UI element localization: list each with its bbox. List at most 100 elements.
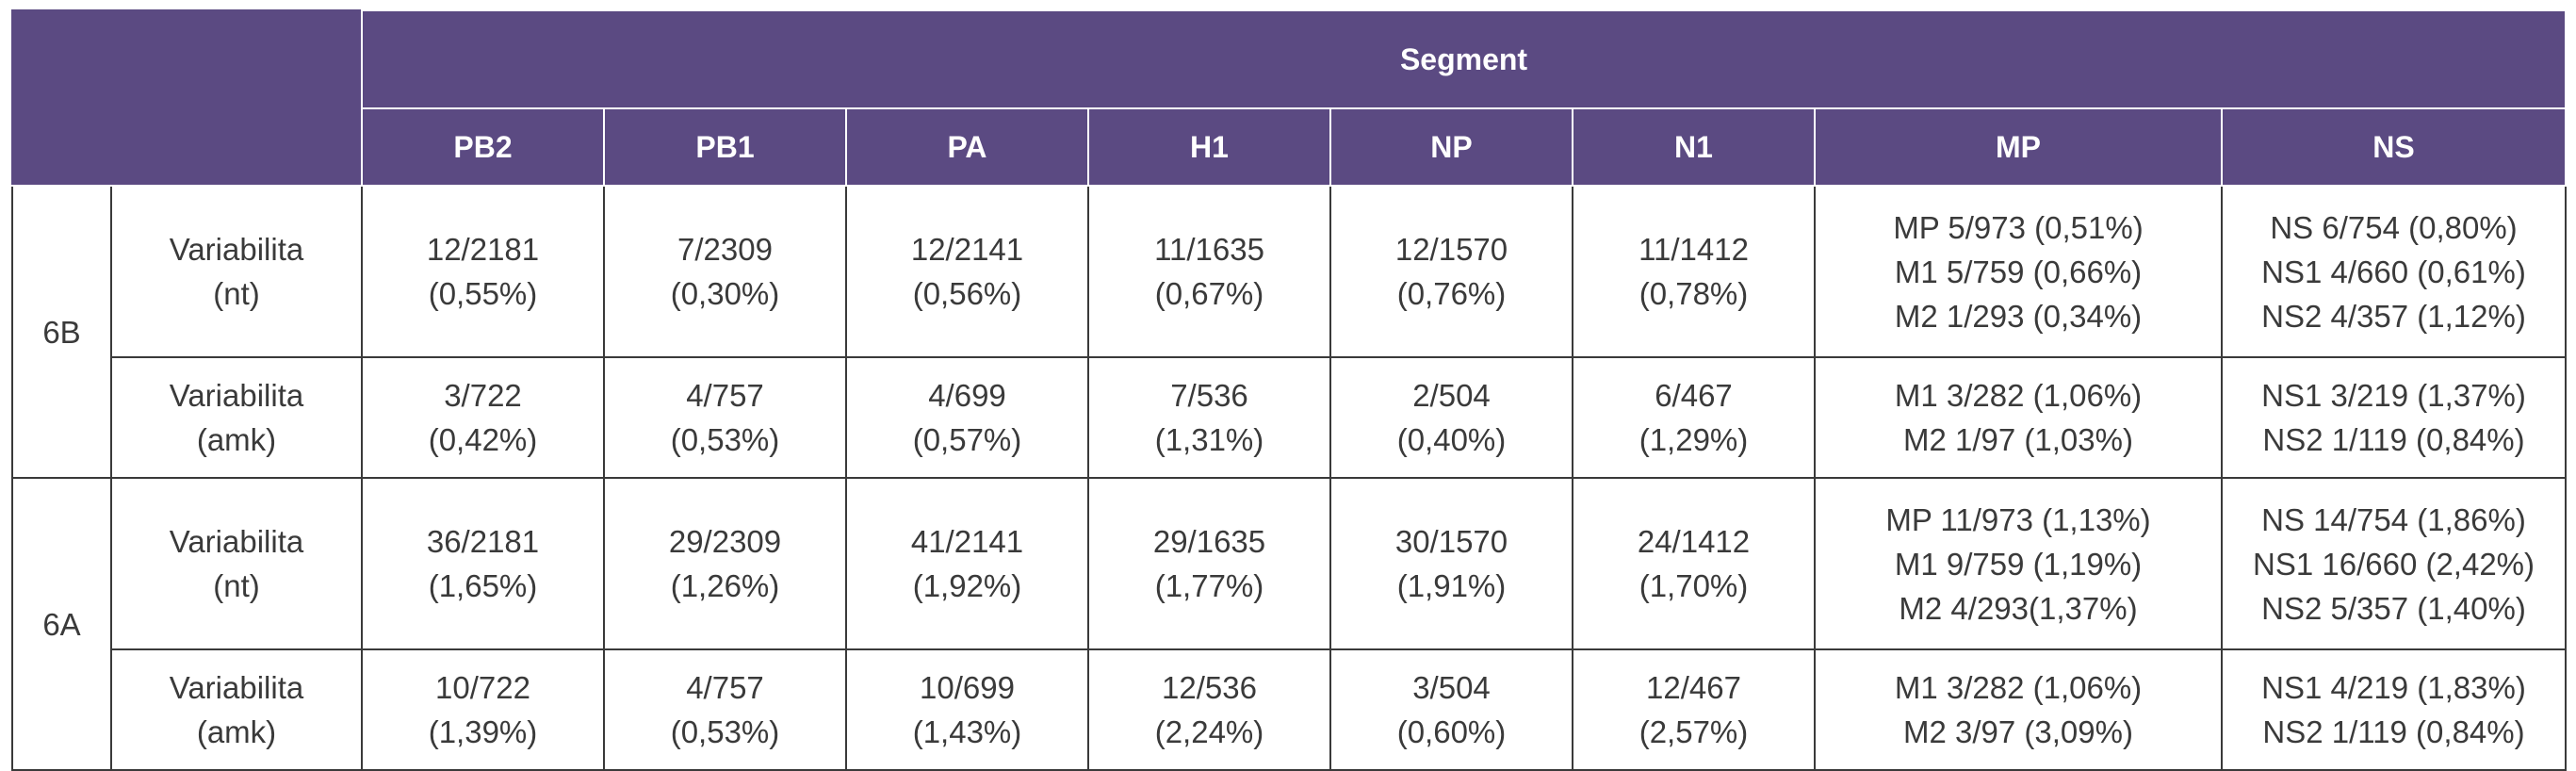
cell-pb2: 10/722 (1,39%) [361, 648, 605, 771]
metric-label: Variabilita (nt) [110, 477, 363, 650]
cell-value-line: (0,56%) [912, 276, 1022, 311]
cell-value-line: MP 5/973 (0,51%) [1893, 209, 2144, 245]
cell-mp: MP 5/973 (0,51%) M1 5/759 (0,66%) M2 1/293… [1814, 185, 2223, 358]
metric-label: Variabilita (amk) [110, 648, 363, 771]
cell-value-line: 3/504 [1412, 670, 1491, 705]
metric-label-line: (amk) [196, 714, 277, 749]
cell-value-line: 12/1570 [1394, 232, 1508, 267]
cell-value-line: (0,53%) [670, 422, 780, 457]
cell-value-line: M1 5/759 (0,66%) [1894, 254, 2143, 289]
cell-h1: 29/1635 (1,77%) [1087, 477, 1331, 650]
table-body: 6B Variabilita (nt) 12/2181 (0,55%) 7/2309 (0,… [11, 185, 2568, 771]
cell-value-line: (1,29%) [1639, 422, 1749, 457]
cell-value-line: (0,57%) [912, 422, 1022, 457]
variability-table-container: Segment PB2 PB1 PA H1 NP N1 MP NS 6B Vari… [11, 9, 2568, 771]
metric-label-line: Variabilita [169, 232, 304, 267]
cell-value-line: 4/757 [686, 670, 764, 705]
cell-value-line: (0,55%) [428, 276, 538, 311]
cell-value-line: (0,30%) [670, 276, 780, 311]
cell-n1: 11/1412 (0,78%) [1572, 185, 1816, 358]
cell-value-line: 29/2309 [668, 524, 782, 559]
cell-np: 2/504 (0,40%) [1329, 356, 1573, 479]
cell-value-line: (0,53%) [670, 714, 780, 749]
cell-pb1: 29/2309 (1,26%) [603, 477, 847, 650]
cell-h1: 7/536 (1,31%) [1087, 356, 1331, 479]
cell-value-line: 7/536 [1170, 378, 1248, 413]
cell-value-line: (1,92%) [912, 568, 1022, 603]
metric-label-line: Variabilita [169, 378, 304, 413]
cell-pb1: 4/757 (0,53%) [603, 648, 847, 771]
table-row: 6B Variabilita (nt) 12/2181 (0,55%) 7/2309 (0,… [11, 185, 2568, 479]
cell-pb2: 36/2181 (1,65%) [361, 477, 605, 650]
cell-value-line: 7/2309 [677, 232, 773, 267]
cell-value-line: 12/2181 [426, 232, 540, 267]
cell-pb2: 12/2181 (0,55%) [361, 185, 605, 358]
cell-value-line: (2,24%) [1154, 714, 1264, 749]
cell-value-line: M2 1/293 (0,34%) [1894, 298, 2143, 334]
cell-ns: NS1 3/219 (1,37%) NS2 1/119 (0,84%) [2220, 356, 2568, 479]
cell-h1: 12/536 (2,24%) [1087, 648, 1331, 771]
cell-value-line: NS 14/754 (1,86%) [2261, 501, 2526, 537]
segment-super-header: Segment [360, 9, 2568, 109]
cell-n1: 24/1412 (1,70%) [1572, 477, 1816, 650]
col-header-mp: MP [1814, 107, 2223, 187]
header-corner [11, 9, 363, 187]
cell-value-line: 12/536 [1162, 670, 1257, 705]
col-header-np: NP [1329, 107, 1573, 187]
cell-value-line: (1,43%) [912, 714, 1022, 749]
table-row: Variabilita (amk) 10/722 (1,39%) 4/757 (0,53%… [12, 648, 2568, 771]
cell-np: 12/1570 (0,76%) [1329, 185, 1573, 358]
cell-value-line: 11/1412 [1639, 232, 1749, 267]
cell-value-line: (0,67%) [1154, 276, 1264, 311]
cell-value-line: NS 6/754 (0,80%) [2270, 209, 2518, 245]
col-header-pb2: PB2 [361, 107, 605, 187]
cell-value-line: NS2 5/357 (1,40%) [2261, 590, 2526, 626]
metric-label-line: Variabilita [169, 670, 304, 705]
cell-value-line: 3/722 [444, 378, 522, 413]
metric-label-line: Variabilita [169, 524, 304, 559]
group-label-6b: 6B [11, 185, 112, 479]
cell-value-line: NS1 3/219 (1,37%) [2261, 378, 2526, 413]
cell-pa: 10/699 (1,43%) [845, 648, 1089, 771]
cell-value-line: (1,26%) [670, 568, 780, 603]
cell-value-line: 10/722 [435, 670, 530, 705]
cell-value-line: 2/504 [1412, 378, 1491, 413]
cell-ns: NS 6/754 (0,80%) NS1 4/660 (0,61%) NS2 4/3… [2220, 185, 2568, 358]
cell-value-line: M2 1/97 (1,03%) [1903, 422, 2133, 457]
metric-label-line: (nt) [213, 276, 260, 311]
cell-value-line: NS2 4/357 (1,12%) [2261, 298, 2526, 334]
cell-ns: NS 14/754 (1,86%) NS1 16/660 (2,42%) NS2 5… [2220, 477, 2568, 650]
cell-value-line: 12/467 [1646, 670, 1741, 705]
cell-pa: 12/2141 (0,56%) [845, 185, 1089, 358]
col-header-ns: NS [2220, 107, 2568, 187]
cell-value-line: (0,78%) [1639, 276, 1749, 311]
cell-value-line: 10/699 [920, 670, 1015, 705]
metric-label-line: (amk) [196, 422, 277, 457]
cell-value-line: NS1 4/219 (1,83%) [2261, 670, 2526, 705]
cell-value-line: (1,70%) [1639, 568, 1749, 603]
segment-variability-table: Segment PB2 PB1 PA H1 NP N1 MP NS 6B Vari… [11, 9, 2568, 771]
group-label-6a: 6A [11, 477, 112, 771]
cell-value-line: (1,77%) [1154, 568, 1264, 603]
cell-np: 3/504 (0,60%) [1329, 648, 1573, 771]
table-row: 6A Variabilita (nt) 36/2181 (1,65%) 29/2309 (1… [11, 477, 2568, 771]
table-row: Variabilita (amk) 3/722 (0,42%) 4/757 (0,53%)… [12, 356, 2568, 479]
cell-value-line: 30/1570 [1394, 524, 1508, 559]
metric-label-line: (nt) [213, 568, 260, 603]
cell-value-line: M2 4/293(1,37%) [1899, 590, 2138, 626]
cell-value-line: (0,76%) [1396, 276, 1507, 311]
cell-value-line: M2 3/97 (3,09%) [1903, 714, 2133, 749]
cell-value-line: M1 3/282 (1,06%) [1894, 378, 2143, 413]
cell-value-line: MP 11/973 (1,13%) [1885, 501, 2151, 537]
cell-n1: 6/467 (1,29%) [1572, 356, 1816, 479]
cell-value-line: M1 9/759 (1,19%) [1894, 546, 2143, 582]
cell-value-line: (1,65%) [428, 568, 538, 603]
cell-mp: M1 3/282 (1,06%) M2 1/97 (1,03%) [1814, 356, 2223, 479]
cell-value-line: 24/1412 [1637, 524, 1751, 559]
cell-pa: 41/2141 (1,92%) [845, 477, 1089, 650]
metric-label: Variabilita (amk) [110, 356, 363, 479]
col-header-n1: N1 [1572, 107, 1816, 187]
cell-value-line: 6/467 [1655, 378, 1733, 413]
cell-value-line: NS1 16/660 (2,42%) [2253, 546, 2535, 582]
col-header-h1: H1 [1087, 107, 1331, 187]
